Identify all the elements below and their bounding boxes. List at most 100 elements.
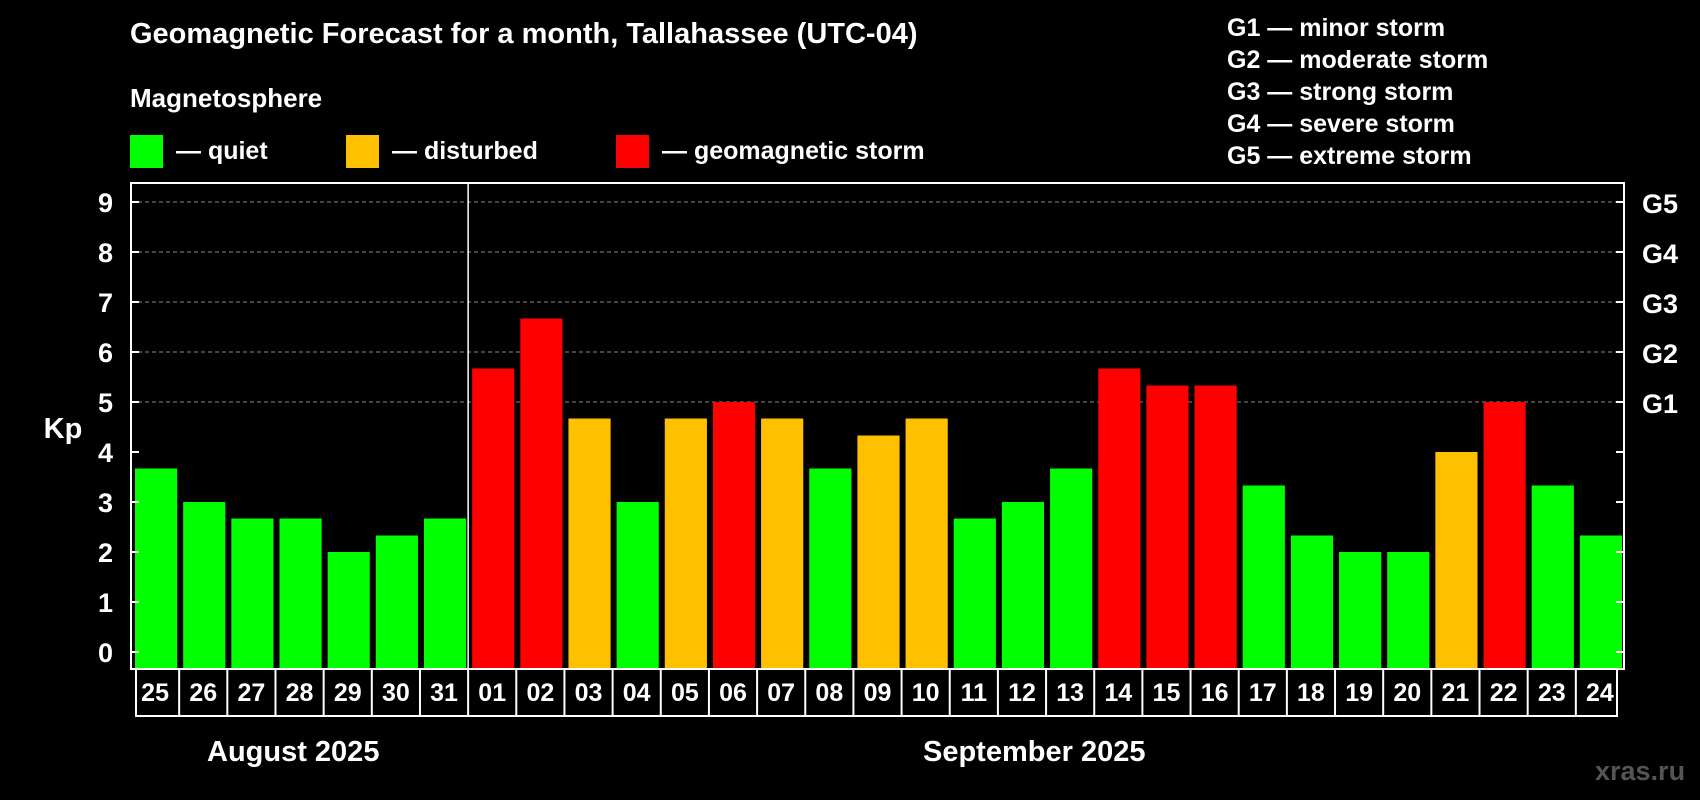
bar-08 <box>809 468 852 668</box>
legend-quiet: — quiet <box>130 134 268 168</box>
bar-03 <box>568 418 611 668</box>
legend-disturbed-label: — disturbed <box>392 136 538 165</box>
date-label-01: 01 <box>478 679 506 707</box>
chart-title: Geomagnetic Forecast for a month, Tallah… <box>130 18 918 50</box>
y-tick-label-3: 3 <box>98 488 113 518</box>
date-label-04: 04 <box>623 679 651 707</box>
y-tick-label-5: 5 <box>98 388 113 418</box>
date-label-11: 11 <box>961 679 988 707</box>
y-tick-label-1: 1 <box>98 588 113 618</box>
storm-level-legend: G1 — minor storm G2 — moderate storm G3 … <box>1227 12 1488 172</box>
date-label-15: 15 <box>1153 679 1181 707</box>
bar-14 <box>1098 368 1141 668</box>
date-label-21: 21 <box>1442 679 1470 707</box>
date-axis-frame <box>135 668 1618 717</box>
legend-storm-label: — geomagnetic storm <box>662 136 925 165</box>
storm-level-g3: G3 — strong storm <box>1227 78 1454 106</box>
y-axis-label: Kp <box>44 413 83 445</box>
legend-disturbed: — disturbed <box>346 134 538 168</box>
date-label-16: 16 <box>1201 679 1229 707</box>
storm-level-g1: G1 — minor storm <box>1227 14 1446 42</box>
bar-10 <box>905 418 948 668</box>
date-label-10: 10 <box>912 679 940 707</box>
bar-02 <box>520 318 563 668</box>
right-axis-label-g3: G3 <box>1642 289 1678 319</box>
date-label-07: 07 <box>767 679 795 707</box>
date-label-24: 24 <box>1586 679 1614 707</box>
bar-13 <box>1050 468 1093 668</box>
right-axis-label-g2: G2 <box>1642 339 1678 369</box>
bar-06 <box>712 402 756 668</box>
date-label-18: 18 <box>1297 679 1325 707</box>
date-label-05: 05 <box>671 679 699 707</box>
month-label-september: September 2025 <box>923 736 1146 768</box>
date-label-30: 30 <box>382 679 410 707</box>
date-label-06: 06 <box>719 679 747 707</box>
bar-23 <box>1531 485 1574 668</box>
y-tick-label-8: 8 <box>98 238 113 268</box>
right-axis-label-g4: G4 <box>1642 239 1678 269</box>
bar-12 <box>1001 502 1045 668</box>
date-label-29: 29 <box>334 679 362 707</box>
right-axis-label-g1: G1 <box>1642 389 1678 419</box>
storm-level-g2: G2 — moderate storm <box>1227 46 1489 74</box>
bar-19 <box>1339 552 1382 668</box>
bar-30 <box>375 535 418 668</box>
legend-quiet-swatch <box>130 134 163 168</box>
site-watermark: xras.ru <box>1595 756 1686 786</box>
y-tick-label-6: 6 <box>98 338 113 368</box>
bar-29 <box>327 552 370 668</box>
date-label-20: 20 <box>1393 679 1421 707</box>
legend-storm-swatch <box>616 134 649 168</box>
date-label-14: 14 <box>1104 679 1132 707</box>
date-label-31: 31 <box>430 679 458 707</box>
date-label-19: 19 <box>1345 679 1373 707</box>
date-label-27: 27 <box>237 679 265 707</box>
bar-11 <box>953 518 996 668</box>
date-label-28: 28 <box>286 679 314 707</box>
bar-01 <box>472 368 515 668</box>
date-label-03: 03 <box>575 679 603 707</box>
date-label-08: 08 <box>815 679 843 707</box>
bar-26 <box>183 502 226 668</box>
bar-21 <box>1435 452 1478 668</box>
date-label-23: 23 <box>1538 679 1566 707</box>
bar-20 <box>1387 552 1430 668</box>
storm-level-g5: G5 — extreme storm <box>1227 142 1472 170</box>
bar-24 <box>1579 535 1622 668</box>
date-label-25: 25 <box>141 679 169 707</box>
bar-16 <box>1194 385 1237 668</box>
date-label-09: 09 <box>864 679 892 707</box>
date-label-12: 12 <box>1008 679 1036 707</box>
bar-28 <box>279 518 322 668</box>
right-axis-label-g5: G5 <box>1642 189 1678 219</box>
date-label-02: 02 <box>526 679 554 707</box>
date-label-13: 13 <box>1056 679 1084 707</box>
legend-disturbed-swatch <box>346 134 379 168</box>
y-tick-label-0: 0 <box>98 638 113 668</box>
y-tick-label-2: 2 <box>98 538 113 568</box>
bar-18 <box>1290 535 1334 668</box>
bar-07 <box>761 418 804 668</box>
y-tick-label-9: 9 <box>98 188 113 218</box>
y-tick-label-4: 4 <box>98 438 113 468</box>
bar-05 <box>664 418 707 668</box>
bar-31 <box>423 518 467 668</box>
legend-storm: — geomagnetic storm <box>616 134 925 168</box>
bar-27 <box>231 518 274 668</box>
month-label-august: August 2025 <box>207 736 380 768</box>
date-label-17: 17 <box>1249 679 1277 707</box>
y-tick-label-7: 7 <box>98 288 113 318</box>
bar-17 <box>1242 485 1285 668</box>
bar-09 <box>857 435 900 668</box>
bar-22 <box>1483 402 1526 668</box>
date-label-22: 22 <box>1490 679 1518 707</box>
bar-04 <box>616 502 659 668</box>
bar-25 <box>135 468 178 668</box>
date-label-26: 26 <box>189 679 217 707</box>
storm-level-g4: G4 — severe storm <box>1227 110 1455 138</box>
bar-15 <box>1146 385 1189 668</box>
legend-quiet-label: — quiet <box>176 136 268 165</box>
magnetosphere-label: Magnetosphere <box>130 83 323 113</box>
